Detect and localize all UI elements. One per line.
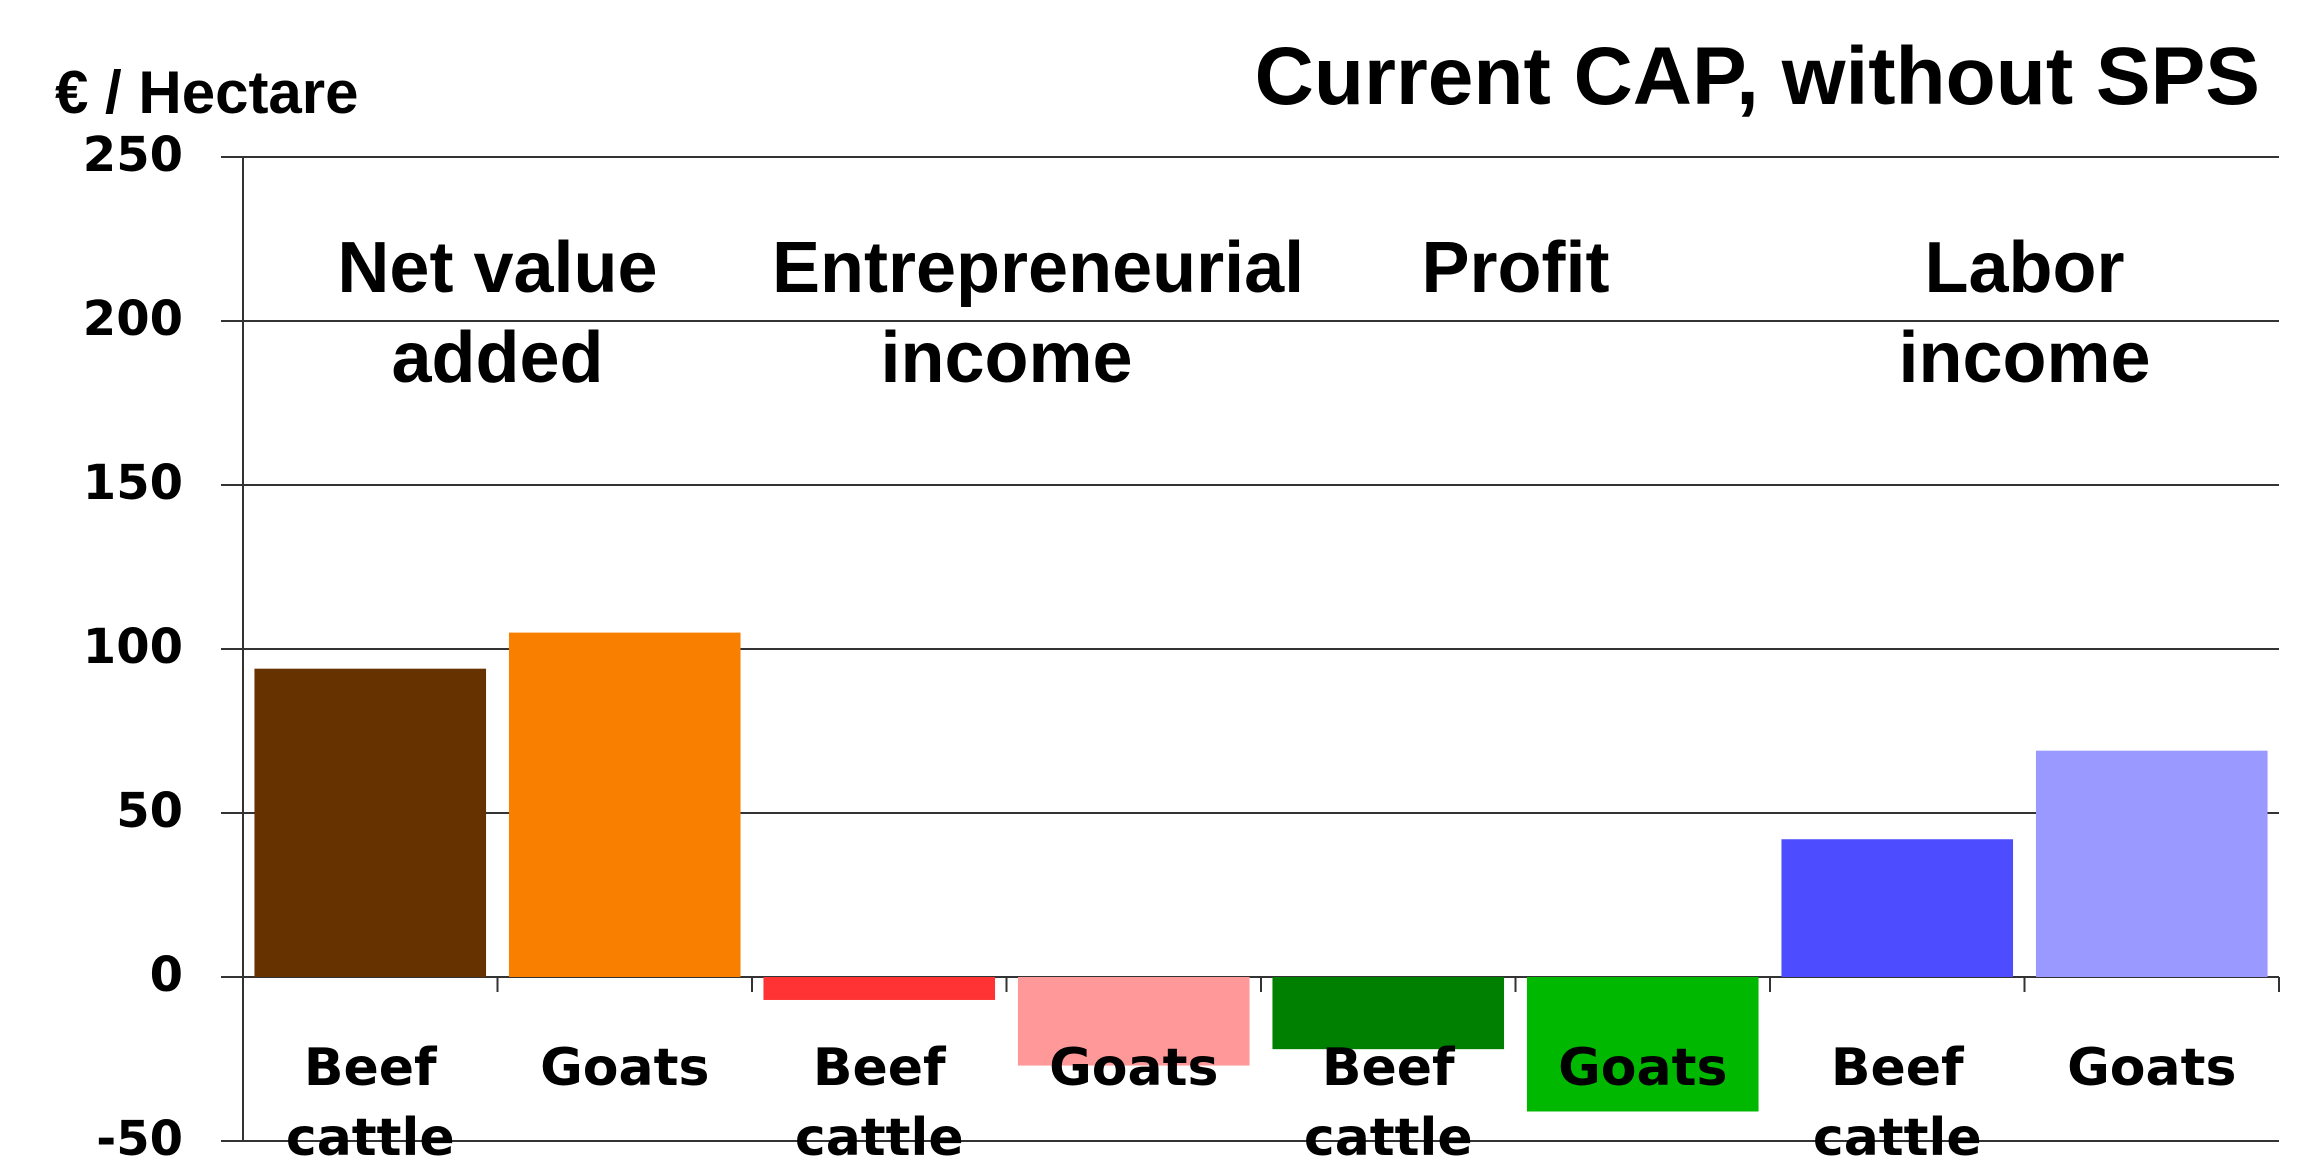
x-tick-label: Beef cattle bbox=[794, 1038, 964, 1168]
bar bbox=[1781, 839, 2014, 977]
chart bbox=[221, 156, 2280, 1142]
bar bbox=[1272, 977, 1505, 1050]
page: Current CAP, without SPS € / Hectare (()… bbox=[55, 31, 2280, 1168]
bar bbox=[763, 977, 996, 1000]
x-tick-label: Goats bbox=[2067, 1038, 2237, 1098]
y-tick-label: 50 bbox=[116, 783, 183, 839]
y-tick-label: 150 bbox=[82, 455, 183, 511]
bar bbox=[508, 632, 741, 977]
bar bbox=[1526, 977, 1759, 1112]
x-tick-label: Beef cattle bbox=[1812, 1038, 1982, 1168]
bar bbox=[254, 668, 487, 977]
y-tick-label: 0 bbox=[149, 947, 183, 1003]
y-tick-label: -50 bbox=[96, 1111, 183, 1167]
bar bbox=[2035, 750, 2268, 977]
x-tick-label: Beef cattle bbox=[1303, 1038, 1473, 1168]
x-tick-label: Goats bbox=[1049, 1038, 1219, 1098]
group-label: Profit bbox=[1421, 228, 1610, 308]
group-label: Labor income bbox=[1898, 228, 2151, 398]
y-tick-label: 200 bbox=[82, 291, 183, 347]
chart-title: Current CAP, without SPS bbox=[1254, 31, 2260, 122]
x-tick-label: Beef cattle bbox=[285, 1038, 455, 1168]
x-tick-label: Goats bbox=[1558, 1038, 1728, 1098]
group-label: Net value added bbox=[337, 228, 658, 398]
group-label: Entrepreneurial income bbox=[772, 228, 1305, 398]
y-tick-label: 100 bbox=[82, 619, 183, 675]
y-axis-label: € / Hectare bbox=[55, 59, 359, 126]
y-tick-label: 250 bbox=[82, 127, 183, 183]
bar bbox=[1017, 977, 1250, 1066]
x-tick-label: Goats bbox=[540, 1038, 710, 1098]
